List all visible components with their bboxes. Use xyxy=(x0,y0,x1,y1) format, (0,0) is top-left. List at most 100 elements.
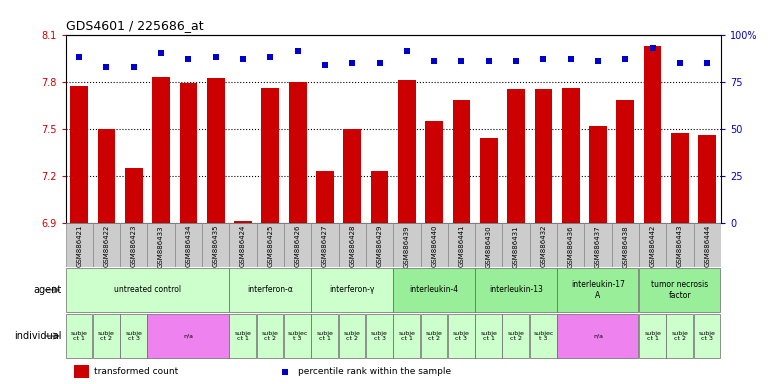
Bar xyxy=(66,268,229,312)
Bar xyxy=(480,138,497,223)
Bar xyxy=(175,223,202,267)
Text: GSM886426: GSM886426 xyxy=(295,225,301,267)
Bar xyxy=(66,223,93,267)
Text: GSM886424: GSM886424 xyxy=(240,225,246,267)
Text: interleukin-13: interleukin-13 xyxy=(489,285,543,295)
Text: subje
ct 3: subje ct 3 xyxy=(371,331,388,341)
Bar xyxy=(448,314,475,358)
Text: interferon-α: interferon-α xyxy=(247,285,293,295)
Text: GSM886423: GSM886423 xyxy=(131,225,136,267)
Text: GSM886427: GSM886427 xyxy=(322,225,328,267)
Bar xyxy=(426,121,443,223)
Text: GSM886443: GSM886443 xyxy=(677,225,683,267)
Bar xyxy=(289,82,307,223)
Bar xyxy=(666,223,694,267)
Point xyxy=(210,54,222,60)
Bar xyxy=(257,314,284,358)
Bar xyxy=(562,88,580,223)
Text: subje
ct 1: subje ct 1 xyxy=(234,331,251,341)
Bar xyxy=(125,168,143,223)
Text: individual: individual xyxy=(14,331,62,341)
Text: GSM886429: GSM886429 xyxy=(376,225,382,267)
Text: subje
ct 1: subje ct 1 xyxy=(645,331,661,341)
Text: subje
ct 2: subje ct 2 xyxy=(98,331,115,341)
Point xyxy=(510,58,522,64)
Text: n/a: n/a xyxy=(593,333,603,339)
Text: GSM886444: GSM886444 xyxy=(704,225,710,267)
Bar xyxy=(557,268,638,312)
Point xyxy=(428,58,440,64)
Point xyxy=(373,60,386,66)
Text: GDS4601 / 225686_at: GDS4601 / 225686_at xyxy=(66,19,204,32)
Bar xyxy=(557,223,584,267)
Bar xyxy=(699,135,716,223)
Bar xyxy=(507,89,525,223)
Bar xyxy=(530,223,557,267)
Point xyxy=(401,48,413,55)
Text: GSM886436: GSM886436 xyxy=(567,225,574,268)
Bar xyxy=(398,80,416,223)
Point xyxy=(592,58,604,64)
Text: subje
ct 2: subje ct 2 xyxy=(507,331,524,341)
Point xyxy=(456,58,468,64)
Text: subje
ct 3: subje ct 3 xyxy=(699,331,715,341)
Bar xyxy=(93,223,120,267)
Text: GSM886430: GSM886430 xyxy=(486,225,492,268)
Bar xyxy=(180,83,197,223)
Bar xyxy=(639,314,665,358)
Bar xyxy=(70,86,88,223)
Bar xyxy=(284,314,311,358)
Bar xyxy=(311,268,392,312)
Text: GSM886428: GSM886428 xyxy=(349,225,355,267)
Bar xyxy=(311,223,338,267)
Bar xyxy=(230,314,256,358)
Text: interferon-γ: interferon-γ xyxy=(329,285,375,295)
Bar xyxy=(393,268,475,312)
Text: GSM886439: GSM886439 xyxy=(404,225,410,268)
Point xyxy=(674,60,686,66)
Text: GSM886442: GSM886442 xyxy=(650,225,655,267)
Bar xyxy=(207,78,224,223)
Bar xyxy=(366,223,393,267)
Text: GSM886425: GSM886425 xyxy=(268,225,274,267)
Text: subje
ct 1: subje ct 1 xyxy=(480,331,497,341)
Text: GSM886434: GSM886434 xyxy=(185,225,191,267)
Bar xyxy=(503,223,530,267)
Point xyxy=(291,48,304,55)
Bar xyxy=(93,314,120,358)
Text: subje
ct 2: subje ct 2 xyxy=(672,331,689,341)
Bar xyxy=(475,268,557,312)
Bar xyxy=(453,101,470,223)
Bar xyxy=(147,223,175,267)
Bar xyxy=(311,314,338,358)
Bar xyxy=(534,89,552,223)
Bar xyxy=(120,314,147,358)
Text: GSM886440: GSM886440 xyxy=(431,225,437,267)
Point xyxy=(619,56,631,62)
Text: subje
ct 1: subje ct 1 xyxy=(317,331,333,341)
Text: subje
ct 3: subje ct 3 xyxy=(126,331,142,341)
Text: GSM886437: GSM886437 xyxy=(595,225,601,268)
Bar xyxy=(234,221,252,223)
Text: subjec
t 3: subjec t 3 xyxy=(534,331,554,341)
Bar xyxy=(393,314,420,358)
Bar xyxy=(338,314,365,358)
Point xyxy=(537,56,550,62)
Point xyxy=(483,58,495,64)
Point xyxy=(237,56,249,62)
Text: subje
ct 2: subje ct 2 xyxy=(344,331,361,341)
Bar xyxy=(230,268,311,312)
Text: GSM886438: GSM886438 xyxy=(622,225,628,268)
Bar xyxy=(420,223,448,267)
Bar xyxy=(611,223,639,267)
Point xyxy=(155,50,167,56)
Bar xyxy=(284,223,311,267)
Point xyxy=(701,60,713,66)
Bar xyxy=(584,223,611,267)
Bar xyxy=(644,46,662,223)
Text: GSM886435: GSM886435 xyxy=(213,225,219,267)
Text: subje
ct 2: subje ct 2 xyxy=(262,331,279,341)
Bar xyxy=(475,223,503,267)
Text: GSM886441: GSM886441 xyxy=(459,225,464,267)
Text: GSM886432: GSM886432 xyxy=(540,225,547,267)
